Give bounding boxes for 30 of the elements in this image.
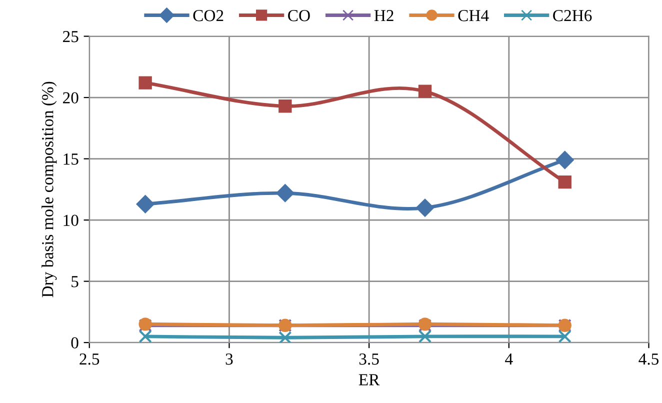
point [136,195,154,214]
point [278,100,292,113]
x-tick-label: 2.5 [80,353,100,365]
legend-label: CO [288,10,310,22]
point [416,198,434,217]
point [138,76,152,90]
legend-label: CH4 [458,10,489,22]
y-axis-title: Dry basis mole composition (%) [42,82,57,298]
legend-label: H2 [374,10,394,22]
y-tick-label: 20 [63,92,78,104]
legend-label: C2H6 [553,10,592,22]
y-tick-label: 5 [72,276,78,288]
point [278,331,292,343]
point [418,84,432,98]
point [138,330,152,343]
x-tick-label: 4.5 [638,354,659,365]
y-tick-label: 10 [64,214,78,226]
y-tick-label: 15 [64,154,78,165]
y-tick-label: 25 [63,31,78,42]
point [276,184,294,202]
x-tick-label: 3 [226,353,233,365]
x-tick-label: 4 [505,354,513,365]
legend-label: CO2 [193,10,224,22]
point [558,175,572,189]
point [556,151,574,169]
x-tick-label: 3.5 [359,353,379,365]
point [418,330,432,343]
x-axis-title: ER [358,374,380,386]
y-tick-label: 0 [71,337,78,348]
point [558,330,572,343]
